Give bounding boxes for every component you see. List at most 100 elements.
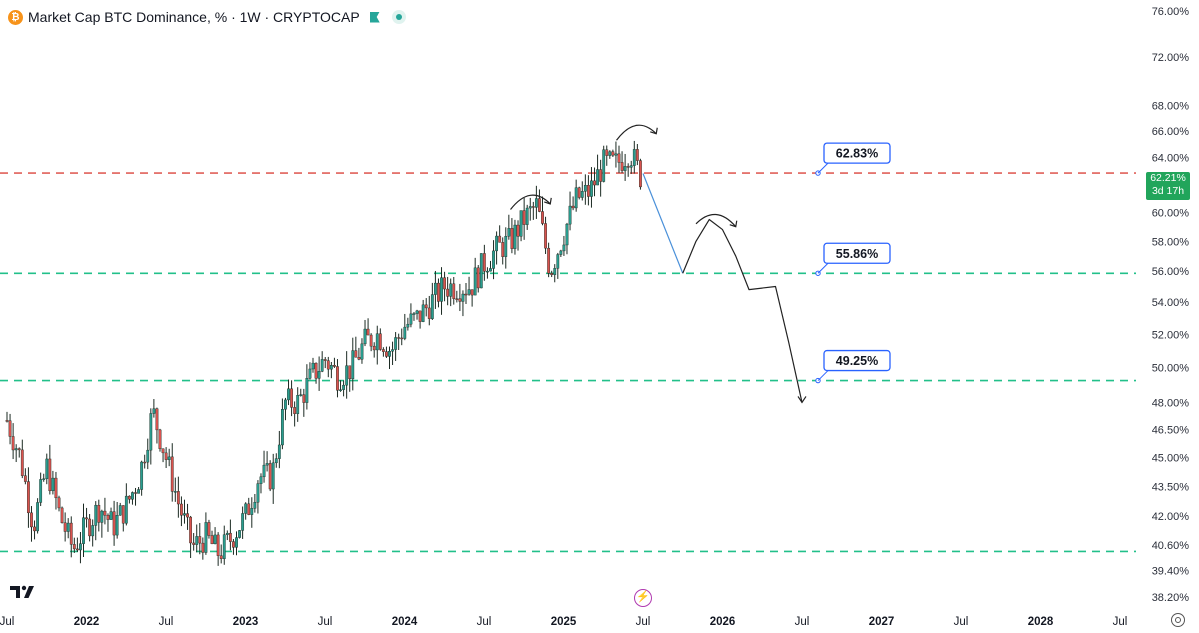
candle-body: [82, 517, 85, 544]
y-tick-label: 38.20%: [1152, 592, 1190, 604]
y-tick-label: 50.00%: [1152, 363, 1190, 375]
candle: [149, 408, 153, 465]
candle: [369, 333, 373, 352]
candle: [103, 497, 107, 525]
candle: [173, 477, 177, 502]
candle: [568, 191, 572, 231]
candle: [479, 253, 483, 289]
x-tick-label: 2027: [869, 616, 895, 628]
candle-body: [507, 228, 511, 237]
candle: [320, 351, 324, 373]
time-axis[interactable]: Jul 2022 Jul 2023 Jul 2024 Jul 2025 Jul 2026 Jul 20…: [0, 616, 1127, 628]
candle-body: [455, 298, 459, 300]
candle-body: [626, 166, 630, 168]
candle: [127, 495, 131, 504]
candle: [418, 310, 422, 329]
candle: [424, 298, 428, 317]
candle: [302, 388, 306, 417]
candle: [225, 530, 229, 541]
candle-body: [565, 223, 569, 246]
candle: [51, 470, 55, 495]
candle: [473, 257, 477, 296]
candle-body: [568, 205, 572, 225]
candle-body: [137, 489, 140, 494]
candle: [170, 443, 174, 502]
candle-body: [109, 511, 113, 520]
y-tick-label: 42.00%: [1152, 511, 1190, 523]
candle: [639, 158, 642, 190]
candle: [140, 460, 144, 496]
y-tick-label: 64.00%: [1152, 152, 1190, 164]
candle: [228, 519, 232, 551]
candle: [308, 362, 312, 380]
candle-body: [173, 491, 177, 493]
candle-body: [492, 250, 495, 269]
candle-body: [574, 187, 578, 209]
candle-body: [112, 511, 116, 536]
candle: [449, 278, 453, 307]
annotation-drawings: [510, 124, 807, 404]
candle-body: [571, 205, 575, 209]
candle: [562, 235, 566, 256]
candle: [36, 498, 40, 534]
candle: [259, 473, 263, 494]
tradingview-logo-icon[interactable]: [10, 584, 40, 598]
candle-body: [366, 328, 370, 336]
candle-body: [510, 228, 514, 249]
candle-body: [339, 389, 342, 391]
candle: [17, 447, 21, 458]
candle: [97, 499, 101, 532]
candle-body: [290, 388, 293, 408]
candle-body: [430, 294, 434, 319]
y-tick-label: 54.00%: [1152, 297, 1190, 309]
candle-body: [124, 495, 128, 524]
candle: [452, 276, 456, 305]
price-axis[interactable]: 76.00%72.00%68.00%66.00%64.00%62.00%60.0…: [1152, 6, 1190, 604]
flag-icon[interactable]: [369, 11, 380, 23]
candle-body: [106, 515, 110, 520]
bitcoin-icon: ₿: [8, 9, 23, 25]
candle: [201, 537, 205, 560]
candle: [265, 451, 269, 472]
x-tick-label: Jul: [954, 616, 969, 628]
candle-body: [541, 211, 544, 224]
candle-body: [146, 449, 150, 463]
lightning-icon[interactable]: ⚡: [634, 589, 652, 607]
candle: [626, 163, 630, 177]
candle: [495, 231, 498, 265]
arc-annotation-0: [510, 194, 551, 210]
candle: [513, 219, 517, 255]
candle: [134, 487, 137, 506]
candle-body: [351, 350, 355, 380]
candle-body: [391, 349, 394, 352]
candle-body: [198, 536, 202, 544]
candle: [284, 397, 287, 421]
gear-icon[interactable]: [1171, 613, 1185, 627]
candle: [482, 244, 486, 281]
candle-body: [60, 507, 64, 524]
candle-body: [79, 543, 82, 551]
candle: [222, 525, 226, 565]
candle-body: [336, 366, 339, 391]
candle-body: [39, 479, 43, 503]
candle-body: [192, 542, 196, 545]
candle-body: [51, 477, 55, 492]
candle: [559, 249, 563, 258]
candle-body: [464, 293, 468, 296]
candle: [247, 497, 251, 516]
candle: [608, 150, 612, 159]
candle-body: [152, 408, 156, 414]
candle-body: [8, 420, 12, 437]
x-tick-label: 2024: [392, 616, 418, 628]
candle: [262, 450, 266, 483]
candle: [427, 295, 431, 326]
candle: [415, 309, 419, 320]
candle: [323, 357, 327, 369]
candle: [336, 359, 339, 398]
candle-body: [213, 534, 217, 545]
candle: [375, 325, 379, 365]
candle-body: [461, 293, 465, 302]
arc-annotation-1: [616, 124, 657, 141]
candle-body: [302, 394, 306, 403]
